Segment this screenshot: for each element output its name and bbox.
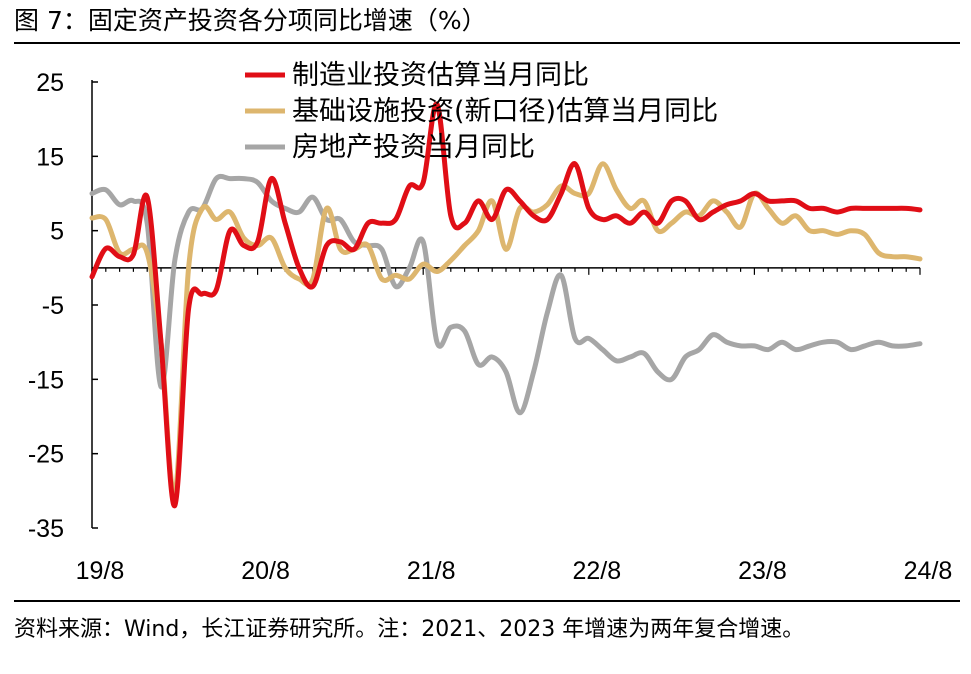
- series-manufacturing-line: [89, 101, 923, 509]
- line-chart: 25 15 5 -5 -15 -25 -35 19/8 20/8 21/8 22/8 23/8 24/8…: [28, 60, 952, 585]
- series-infrastructure-line: [89, 161, 923, 498]
- x-tick-label: 24/8: [904, 557, 953, 585]
- y-tick-label: -35: [28, 515, 64, 543]
- legend-item-infrastructure: 基础设施投资(新口径)估算当月同比: [292, 96, 718, 127]
- title-divider: [14, 42, 960, 44]
- x-tick-label: 21/8: [407, 557, 456, 585]
- x-tick-label: 19/8: [76, 557, 125, 585]
- y-tick-label: -15: [28, 366, 64, 394]
- chart-series: [89, 101, 923, 509]
- x-tick-label: 20/8: [241, 557, 290, 585]
- y-tick-label: -5: [42, 292, 64, 320]
- chart-axes: 25 15 5 -5 -15 -25 -35 19/8 20/8 21/8 22/8 23/8 24/8: [28, 69, 952, 585]
- source-note: 资料来源：Wind，长江证券研究所。注：2021、2023 年增速为两年复合增速…: [14, 617, 805, 642]
- series-real-estate-line: [89, 173, 923, 416]
- y-tick-label: 25: [36, 69, 64, 97]
- legend-item-manufacturing: 制造业投资估算当月同比: [292, 60, 589, 91]
- x-tick-label: 23/8: [738, 557, 787, 585]
- x-tick-label: 22/8: [572, 557, 621, 585]
- y-tick-label: -25: [28, 441, 64, 469]
- legend-item-real-estate: 房地产投资当月同比: [292, 132, 535, 163]
- y-tick-label: 15: [36, 143, 64, 171]
- figure-title: 图 7：固定资产投资各分项同比增速（%）: [14, 6, 487, 35]
- source-divider: [14, 600, 960, 602]
- y-tick-label: 5: [50, 218, 64, 246]
